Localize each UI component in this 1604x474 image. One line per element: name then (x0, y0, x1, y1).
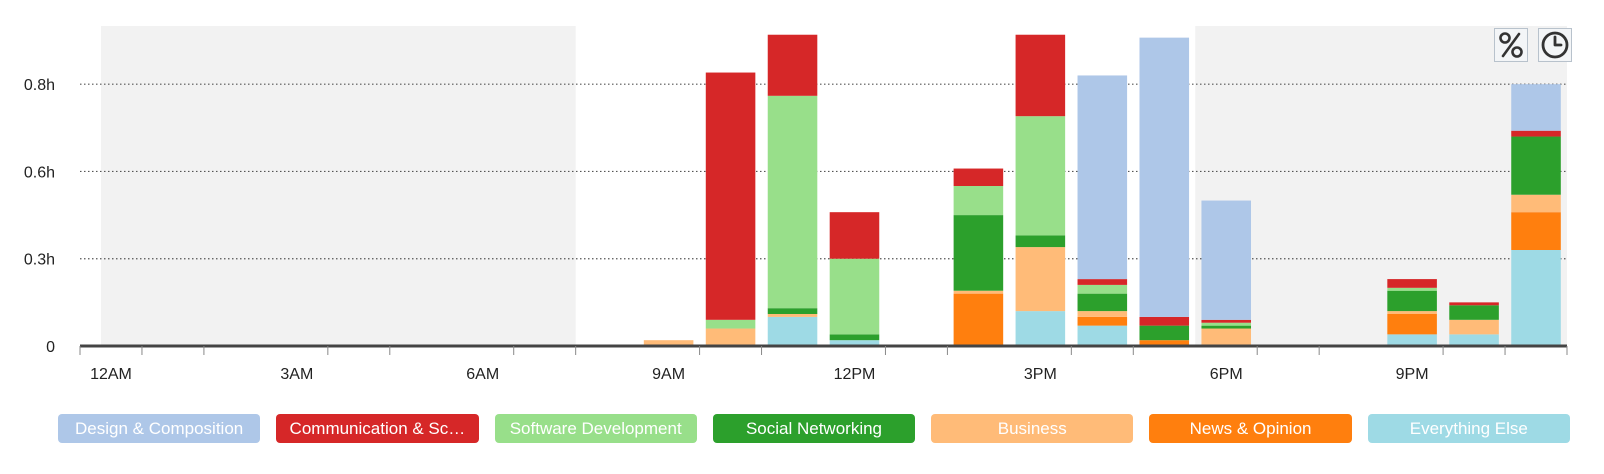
x-tick-label: 3AM (280, 366, 313, 383)
legend-item[interactable]: Business (931, 414, 1134, 443)
bar-segment-everything-else (1015, 311, 1066, 346)
bar-segment-social-networking (1387, 290, 1437, 312)
night-shading (101, 26, 576, 346)
y-tick-label: 0.8h (24, 77, 55, 94)
bar-segment-news-opinion (1511, 212, 1561, 250)
bar-segment-social-networking (1201, 325, 1252, 329)
legend-item[interactable]: Social Networking (712, 414, 916, 443)
bar-segment-business (1449, 319, 1499, 335)
y-tick-label: 0.3h (24, 252, 55, 269)
bar-segment-everything-else (1387, 334, 1437, 346)
y-tick-label: 0 (46, 339, 55, 356)
bar-segment-business (1015, 247, 1066, 312)
bar-segment-software-development (705, 319, 756, 329)
bar-segment-social-networking (1449, 305, 1499, 320)
bar-segment-design-composition (1077, 75, 1128, 280)
bar-segment-news-opinion (1387, 314, 1437, 335)
bar-segment-business (1077, 311, 1128, 317)
bar-segment-communication-sc (829, 212, 880, 259)
x-tick-label: 6AM (466, 366, 499, 383)
bar-segment-software-development (1387, 287, 1437, 291)
x-tick-label: 6PM (1210, 366, 1243, 383)
y-axis-labels: 0 0.3h 0.6h 0.8h (24, 77, 55, 356)
night-shading (1195, 26, 1567, 346)
legend-item[interactable]: Software Development (494, 414, 697, 443)
bar-segment-software-development (953, 186, 1004, 216)
x-tick-label: 12AM (90, 366, 132, 383)
bar-segment-everything-else (1077, 325, 1128, 346)
bar-segment-communication-sc (1015, 34, 1066, 117)
bar-segment-communication-sc (1077, 279, 1128, 285)
bar-segment-business (953, 290, 1004, 294)
bar-segment-social-networking (1511, 136, 1561, 195)
bar-segment-software-development (829, 258, 880, 335)
bar-segment-design-composition (1201, 200, 1252, 320)
legend-item[interactable]: Design & Composition (58, 414, 261, 443)
shading-layer (101, 26, 1567, 346)
bar-segment-everything-else (767, 316, 818, 346)
bar-segment-business (767, 314, 818, 317)
stacked-bar-chart: 0 0.3h 0.6h 0.8h 12AM 3AM 6AM 9AM 12PM 3PM 6PM 9PM (24, 26, 1568, 383)
x-tick-label: 3PM (1024, 366, 1057, 383)
clock-icon (1541, 31, 1569, 59)
bar-segment-software-development (1015, 116, 1066, 236)
bar-segment-communication-sc (1201, 319, 1252, 323)
bar-segment-communication-sc (1387, 279, 1437, 288)
bar-segment-social-networking (829, 334, 880, 341)
bar-segment-social-networking (1139, 325, 1190, 341)
x-tick-label: 9AM (652, 366, 685, 383)
legend-item[interactable]: Everything Else (1367, 414, 1570, 443)
clock-toggle-button[interactable] (1538, 28, 1572, 62)
bar-segment-everything-else (1511, 250, 1561, 346)
x-tick-label: 9PM (1396, 366, 1429, 383)
bar-segment-news-opinion (953, 293, 1004, 346)
bar-segment-software-development (1201, 322, 1252, 326)
bar-segment-business (1511, 194, 1561, 213)
bar-segment-news-opinion (1077, 316, 1128, 326)
bar-segment-business (1387, 311, 1437, 314)
bar-segment-communication-sc (705, 72, 756, 320)
x-axis (79, 344, 1568, 355)
x-axis-labels: 12AM 3AM 6AM 9AM 12PM 3PM 6PM 9PM (90, 366, 1428, 383)
bar-segment-communication-sc (1449, 302, 1499, 306)
legend: Design & Composition Communication & Sc… S… (58, 414, 1570, 443)
bar-segment-social-networking (767, 308, 818, 314)
legend-item[interactable]: News & Opinion (1149, 414, 1352, 443)
bar-segment-communication-sc (953, 168, 1004, 186)
bar-segment-communication-sc (767, 34, 818, 96)
percent-toggle-button[interactable] (1494, 28, 1528, 62)
bar-segment-design-composition (1139, 37, 1190, 317)
bar-segment-business (1201, 328, 1252, 346)
bar-segment-everything-else (1449, 334, 1499, 346)
bar-segment-software-development (1077, 284, 1128, 294)
y-tick-label: 0.6h (24, 164, 55, 181)
bar-segment-software-development (767, 95, 818, 309)
bar-segment-social-networking (953, 215, 1004, 291)
bar-segment-communication-sc (1139, 316, 1190, 326)
legend-item[interactable]: Communication & Sc… (276, 414, 479, 443)
bars (643, 34, 1561, 346)
bar-segment-design-composition (1511, 84, 1561, 131)
bar-segment-social-networking (1077, 293, 1128, 312)
bar-segment-everything-else (829, 340, 880, 346)
bar-segment-business (643, 340, 694, 346)
percent-icon (1499, 32, 1523, 58)
x-tick-label: 12PM (834, 366, 876, 383)
bar-segment-social-networking (1015, 235, 1066, 248)
bar-segment-communication-sc (1511, 130, 1561, 137)
bar-segment-business (705, 328, 756, 346)
bar-segment-news-opinion (1139, 340, 1190, 346)
